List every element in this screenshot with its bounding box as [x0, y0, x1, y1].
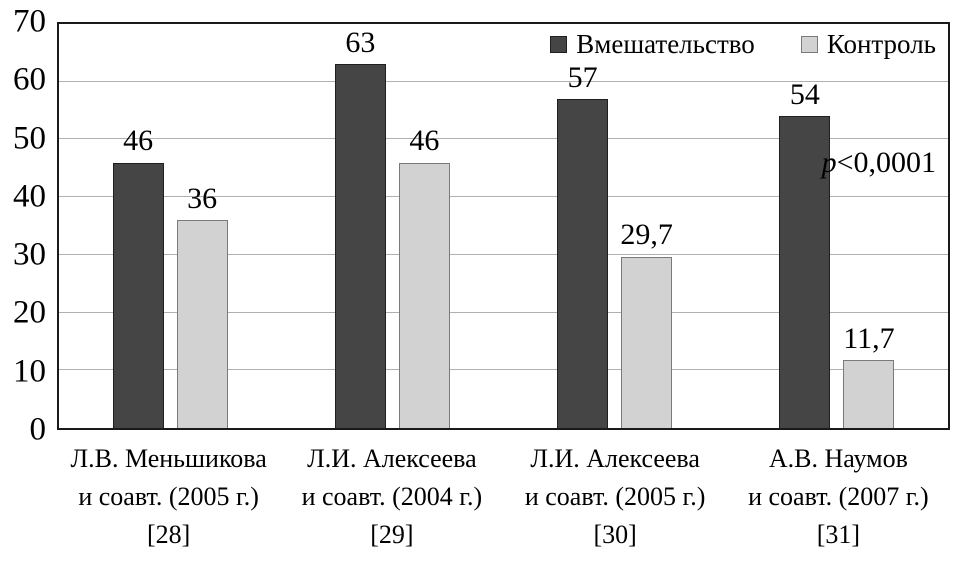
control-swatch-icon [800, 36, 818, 53]
category-label-line: [29] [370, 520, 414, 549]
legend-item-control: Контроль [800, 29, 936, 59]
gridline [59, 138, 948, 140]
category-label: Л.И. Алексеева и соавт. (2004 г.) [29] [280, 440, 503, 554]
bar-group: 46 36 [59, 24, 281, 428]
category-label-line: А.В. Наумов [768, 444, 908, 473]
y-tick-label: 60 [13, 61, 46, 98]
bar-control [176, 220, 228, 428]
gridline [59, 196, 948, 198]
bar-group: 54 11,7 [726, 24, 948, 428]
y-tick-label: 10 [13, 353, 46, 390]
category-label-line: и соавт. (2007 г.) [748, 482, 929, 511]
bar-value-label: 36 [187, 181, 218, 215]
bar-with-label: 36 [176, 181, 228, 428]
gridline [59, 311, 948, 313]
legend-label-control: Контроль [826, 29, 936, 59]
bar-intervention [334, 64, 386, 428]
bar-with-label: 11,7 [843, 321, 895, 428]
bar-intervention [557, 99, 609, 428]
bar-with-label: 57 [557, 60, 609, 428]
bar-group: 57 29,7 [504, 24, 726, 428]
category-label: Л.В. Меньшикова и соавт. (2005 г.) [28] [57, 440, 280, 554]
bar-groups: 46 36 63 46 57 29,7 54 11,7 [59, 24, 948, 428]
bar-intervention [112, 162, 164, 428]
x-axis-labels: Л.В. Меньшикова и соавт. (2005 г.) [28] Л.И… [57, 440, 950, 554]
bar-value-label: 54 [789, 77, 820, 111]
y-tick-label: 40 [13, 178, 46, 215]
category-label-line: Л.В. Меньшикова [70, 444, 267, 473]
bar-group: 63 46 [281, 24, 503, 428]
category-label-line: и соавт. (2004 г.) [301, 482, 483, 511]
gridline [59, 369, 948, 371]
bar-control [843, 360, 895, 428]
category-label-line: и соавт. (2005 г.) [524, 482, 706, 511]
p-value-symbol: p [821, 146, 837, 179]
bar-value-label: 46 [123, 124, 154, 158]
category-label: Л.И. Алексеева и соавт. (2005 г.) [30] [504, 440, 727, 554]
legend: Вмешательство Контроль [550, 31, 936, 58]
category-label-line: Л.И. Алексеева [307, 444, 477, 473]
legend-label-intervention: Вмешательство [576, 29, 755, 59]
bar-value-label: 11,7 [843, 321, 895, 355]
category-label-line: [30] [593, 520, 637, 549]
bar-control [621, 256, 673, 428]
y-tick-label: 20 [13, 294, 46, 331]
p-value-annotation: p<0,0001 [822, 148, 936, 178]
bar-with-label: 29,7 [620, 218, 673, 428]
intervention-swatch-icon [550, 36, 568, 53]
category-label-line: [28] [146, 520, 191, 549]
bar-with-label: 46 [112, 124, 164, 428]
bar-value-label: 29,7 [620, 218, 673, 252]
y-axis: 0 10 20 30 40 50 60 70 [0, 5, 46, 446]
y-tick-label: 0 [29, 411, 47, 448]
y-tick-label: 70 [13, 3, 46, 40]
category-label-line: и соавт. (2005 г.) [78, 482, 259, 511]
p-value-text: <0,0001 [836, 146, 936, 179]
gridline [59, 253, 948, 255]
category-label: А.В. Наумов и соавт. (2007 г.) [31] [727, 440, 950, 554]
plot-area: 46 36 63 46 57 29,7 54 11,7 Вмешательство Контр… [57, 22, 950, 430]
bar-with-label: 46 [398, 124, 450, 428]
legend-item-intervention: Вмешательство [550, 31, 755, 58]
gridline [59, 80, 948, 82]
y-tick-label: 50 [13, 120, 46, 157]
category-label-line: Л.И. Алексеева [530, 444, 700, 473]
category-label-line: [31] [816, 520, 861, 549]
bar-value-label: 63 [345, 25, 376, 59]
bar-with-label: 54 [779, 77, 831, 428]
bar-control [398, 162, 450, 428]
y-tick-label: 30 [13, 236, 46, 273]
bar-with-label: 63 [334, 25, 386, 428]
bar-value-label: 57 [567, 60, 598, 94]
bar-intervention [779, 116, 831, 428]
bar-value-label: 46 [409, 124, 440, 158]
